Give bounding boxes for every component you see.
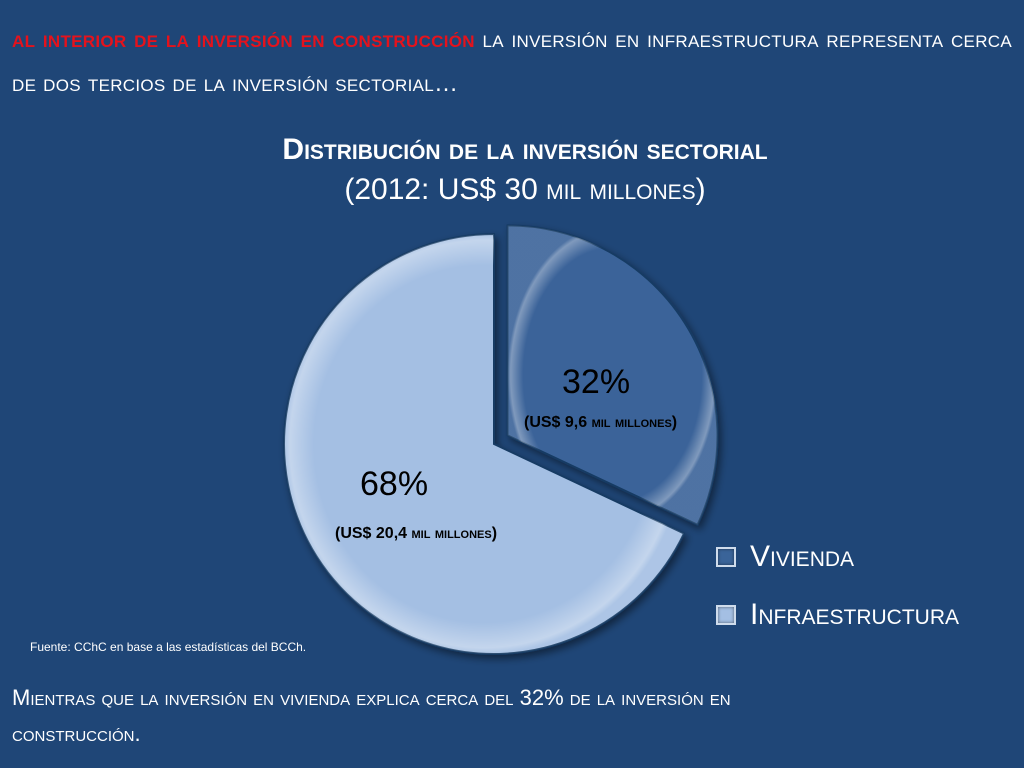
- slice-amount-vivienda: (US$ 9,6 mil millones): [524, 414, 678, 431]
- legend-swatch-infraestructura: [716, 605, 736, 625]
- legend-swatch-vivienda: [716, 547, 736, 567]
- legend-item-vivienda: Vivienda: [716, 540, 854, 574]
- chart-subtitle: (2012: US$ 30 mil millones): [344, 173, 706, 206]
- pie-slice-highlight-infraestructura: [284, 234, 685, 654]
- chart-title: Distribución de la inversión sectorial: [282, 133, 768, 166]
- legend-label-infraestructura: Infraestructura: [750, 598, 960, 631]
- footer-text: Mientras que la inversión en vivienda ex…: [12, 685, 731, 746]
- heading-rest: la inversión en infraestructura represen…: [12, 26, 1012, 97]
- source-note: Fuente: CChC en base a las estadísticas …: [30, 640, 307, 654]
- pie-slice-highlight-vivienda: [507, 225, 718, 525]
- legend-item-infraestructura: Infraestructura: [716, 598, 959, 632]
- slice-label-vivienda: 32%: [562, 363, 631, 401]
- slice-amount-infraestructura: (US$ 20,4 mil millones): [335, 525, 498, 542]
- slice-label-infraestructura: 68%: [360, 465, 429, 503]
- heading-lead: al interior de la inversión en construcc…: [12, 26, 475, 53]
- slide-heading: al interior de la inversión en construcc…: [12, 18, 1012, 106]
- legend-label-vivienda: Vivienda: [750, 540, 855, 573]
